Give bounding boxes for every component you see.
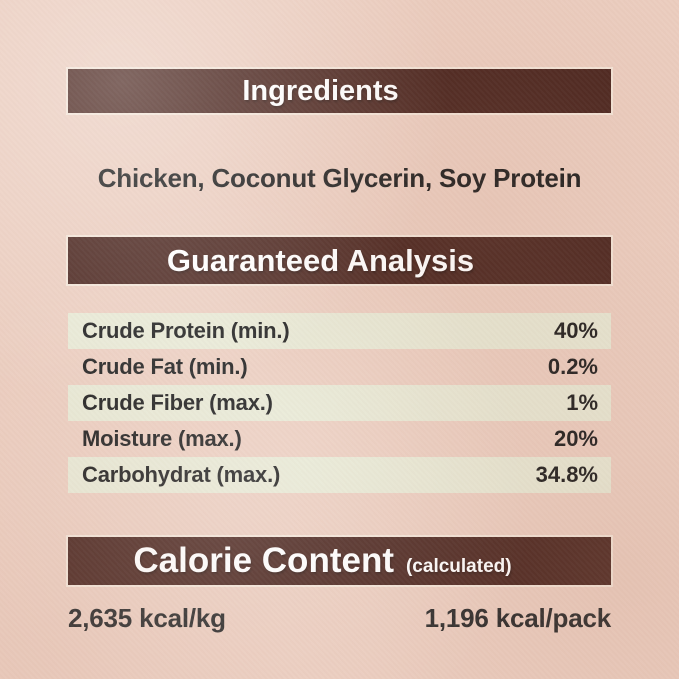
- analysis-row-value: 34.8%: [535, 462, 598, 487]
- calorie-per-kg: 2,635 kcal/kg: [68, 602, 226, 633]
- analysis-row-value: 20%: [553, 426, 598, 451]
- analysis-row-label: Crude Fat (min.): [82, 354, 248, 379]
- analysis-row-crude-protein: Crude Protein (min.) 40%: [68, 313, 611, 349]
- analysis-row-label: Crude Protein (min.): [82, 318, 290, 343]
- analysis-row-label: Carbohydrat (max.): [82, 462, 281, 487]
- analysis-row-crude-fiber: Crude Fiber (max.) 1%: [68, 385, 611, 421]
- analysis-row-value: 1%: [566, 390, 598, 415]
- ingredients-header-bar: Ingredients: [68, 69, 611, 113]
- analysis-row-label: Moisture (max.): [82, 426, 242, 451]
- analysis-row-label: Crude Fiber (max.): [82, 390, 273, 415]
- analysis-row-value: 40%: [553, 318, 598, 343]
- analysis-row-value: 0.2%: [547, 354, 598, 379]
- ingredients-list-text: Chicken, Coconut Glycerin, Soy Protein: [97, 163, 582, 193]
- calorie-per-pack: 1,196 kcal/pack: [424, 602, 612, 633]
- guaranteed-analysis-table: Crude Protein (min.) 40% Crude Fat (min.…: [68, 313, 611, 493]
- analysis-row-carbohydrat: Carbohydrat (max.) 34.8%: [68, 457, 611, 493]
- calorie-content-title: Calorie Content: [133, 541, 394, 580]
- analysis-row-moisture: Moisture (max.) 20%: [68, 421, 611, 457]
- calorie-values-row: 2,635 kcal/kg 1,196 kcal/pack: [68, 600, 611, 636]
- calorie-content-qualifier: (calculated): [405, 556, 512, 577]
- guaranteed-analysis-header-bar: Guaranteed Analysis: [68, 237, 611, 284]
- analysis-row-crude-fat: Crude Fat (min.) 0.2%: [68, 349, 611, 385]
- calorie-content-header-bar: Calorie Content (calculated): [68, 537, 611, 585]
